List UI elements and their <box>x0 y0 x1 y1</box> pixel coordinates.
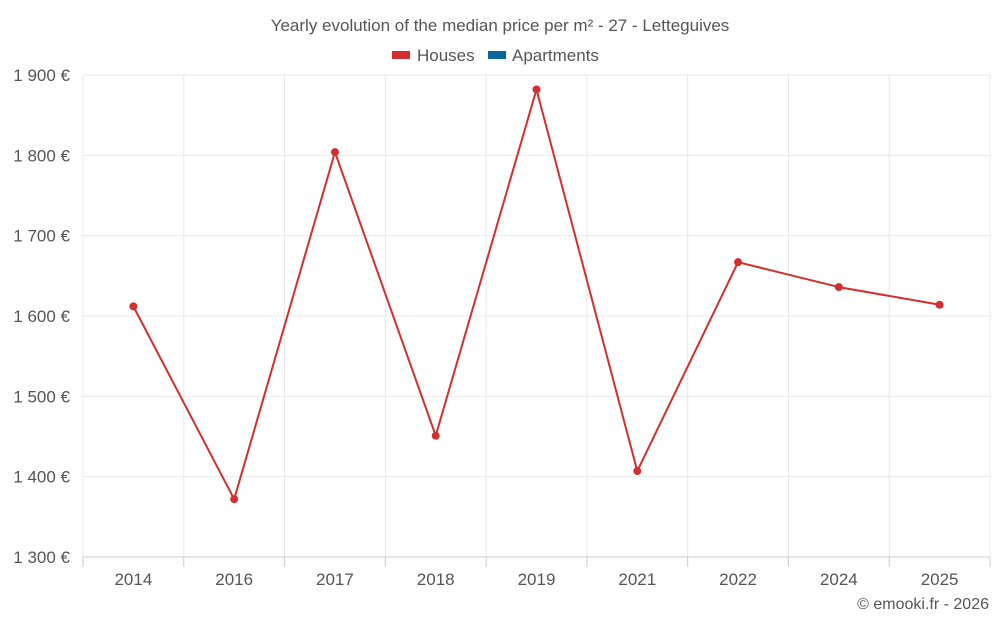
data-point[interactable] <box>129 302 138 311</box>
x-tick-label: 2018 <box>417 570 455 589</box>
x-tick-label: 2022 <box>719 570 757 589</box>
y-tick-label: 1 400 € <box>13 468 70 487</box>
legend-swatch-apartments <box>488 51 506 59</box>
data-point[interactable] <box>734 258 743 267</box>
data-point[interactable] <box>834 283 843 292</box>
data-point[interactable] <box>330 148 339 157</box>
x-tick-label: 2014 <box>114 570 152 589</box>
chart-title: Yearly evolution of the median price per… <box>271 16 730 35</box>
data-point[interactable] <box>230 495 239 504</box>
y-tick-label: 1 900 € <box>13 66 70 85</box>
x-tick-label: 2025 <box>921 570 959 589</box>
legend: Houses Apartments <box>392 46 599 65</box>
y-tick-label: 1 800 € <box>13 146 70 165</box>
legend-swatch-houses <box>392 51 410 59</box>
credit: © emooki.fr - 2026 <box>857 596 989 613</box>
y-tick-label: 1 300 € <box>13 548 70 567</box>
y-axis-labels: 1 300 € 1 400 € 1 500 € 1 600 € 1 700 € 1 800… <box>13 66 70 567</box>
x-axis-labels: 2014 2016 2017 2018 2019 2021 2022 2024 2025 <box>114 570 958 589</box>
x-tick-label: 2021 <box>618 570 656 589</box>
x-tick-label: 2017 <box>316 570 354 589</box>
data-point[interactable] <box>431 431 440 440</box>
x-tick-label: 2024 <box>820 570 858 589</box>
legend-item-houses[interactable]: Houses <box>392 46 475 65</box>
data-point[interactable] <box>633 467 642 476</box>
legend-item-apartments[interactable]: Apartments <box>488 46 599 65</box>
legend-label-apartments: Apartments <box>512 46 599 65</box>
y-tick-label: 1 600 € <box>13 307 70 326</box>
x-tick-label: 2019 <box>518 570 556 589</box>
data-point[interactable] <box>935 300 944 309</box>
grid <box>82 74 991 567</box>
y-tick-label: 1 700 € <box>13 227 70 246</box>
y-tick-label: 1 500 € <box>13 387 70 406</box>
legend-label-houses: Houses <box>417 46 475 65</box>
data-point[interactable] <box>532 85 541 94</box>
x-tick-label: 2016 <box>215 570 253 589</box>
series-line-houses <box>132 88 940 501</box>
series-houses <box>129 85 944 504</box>
